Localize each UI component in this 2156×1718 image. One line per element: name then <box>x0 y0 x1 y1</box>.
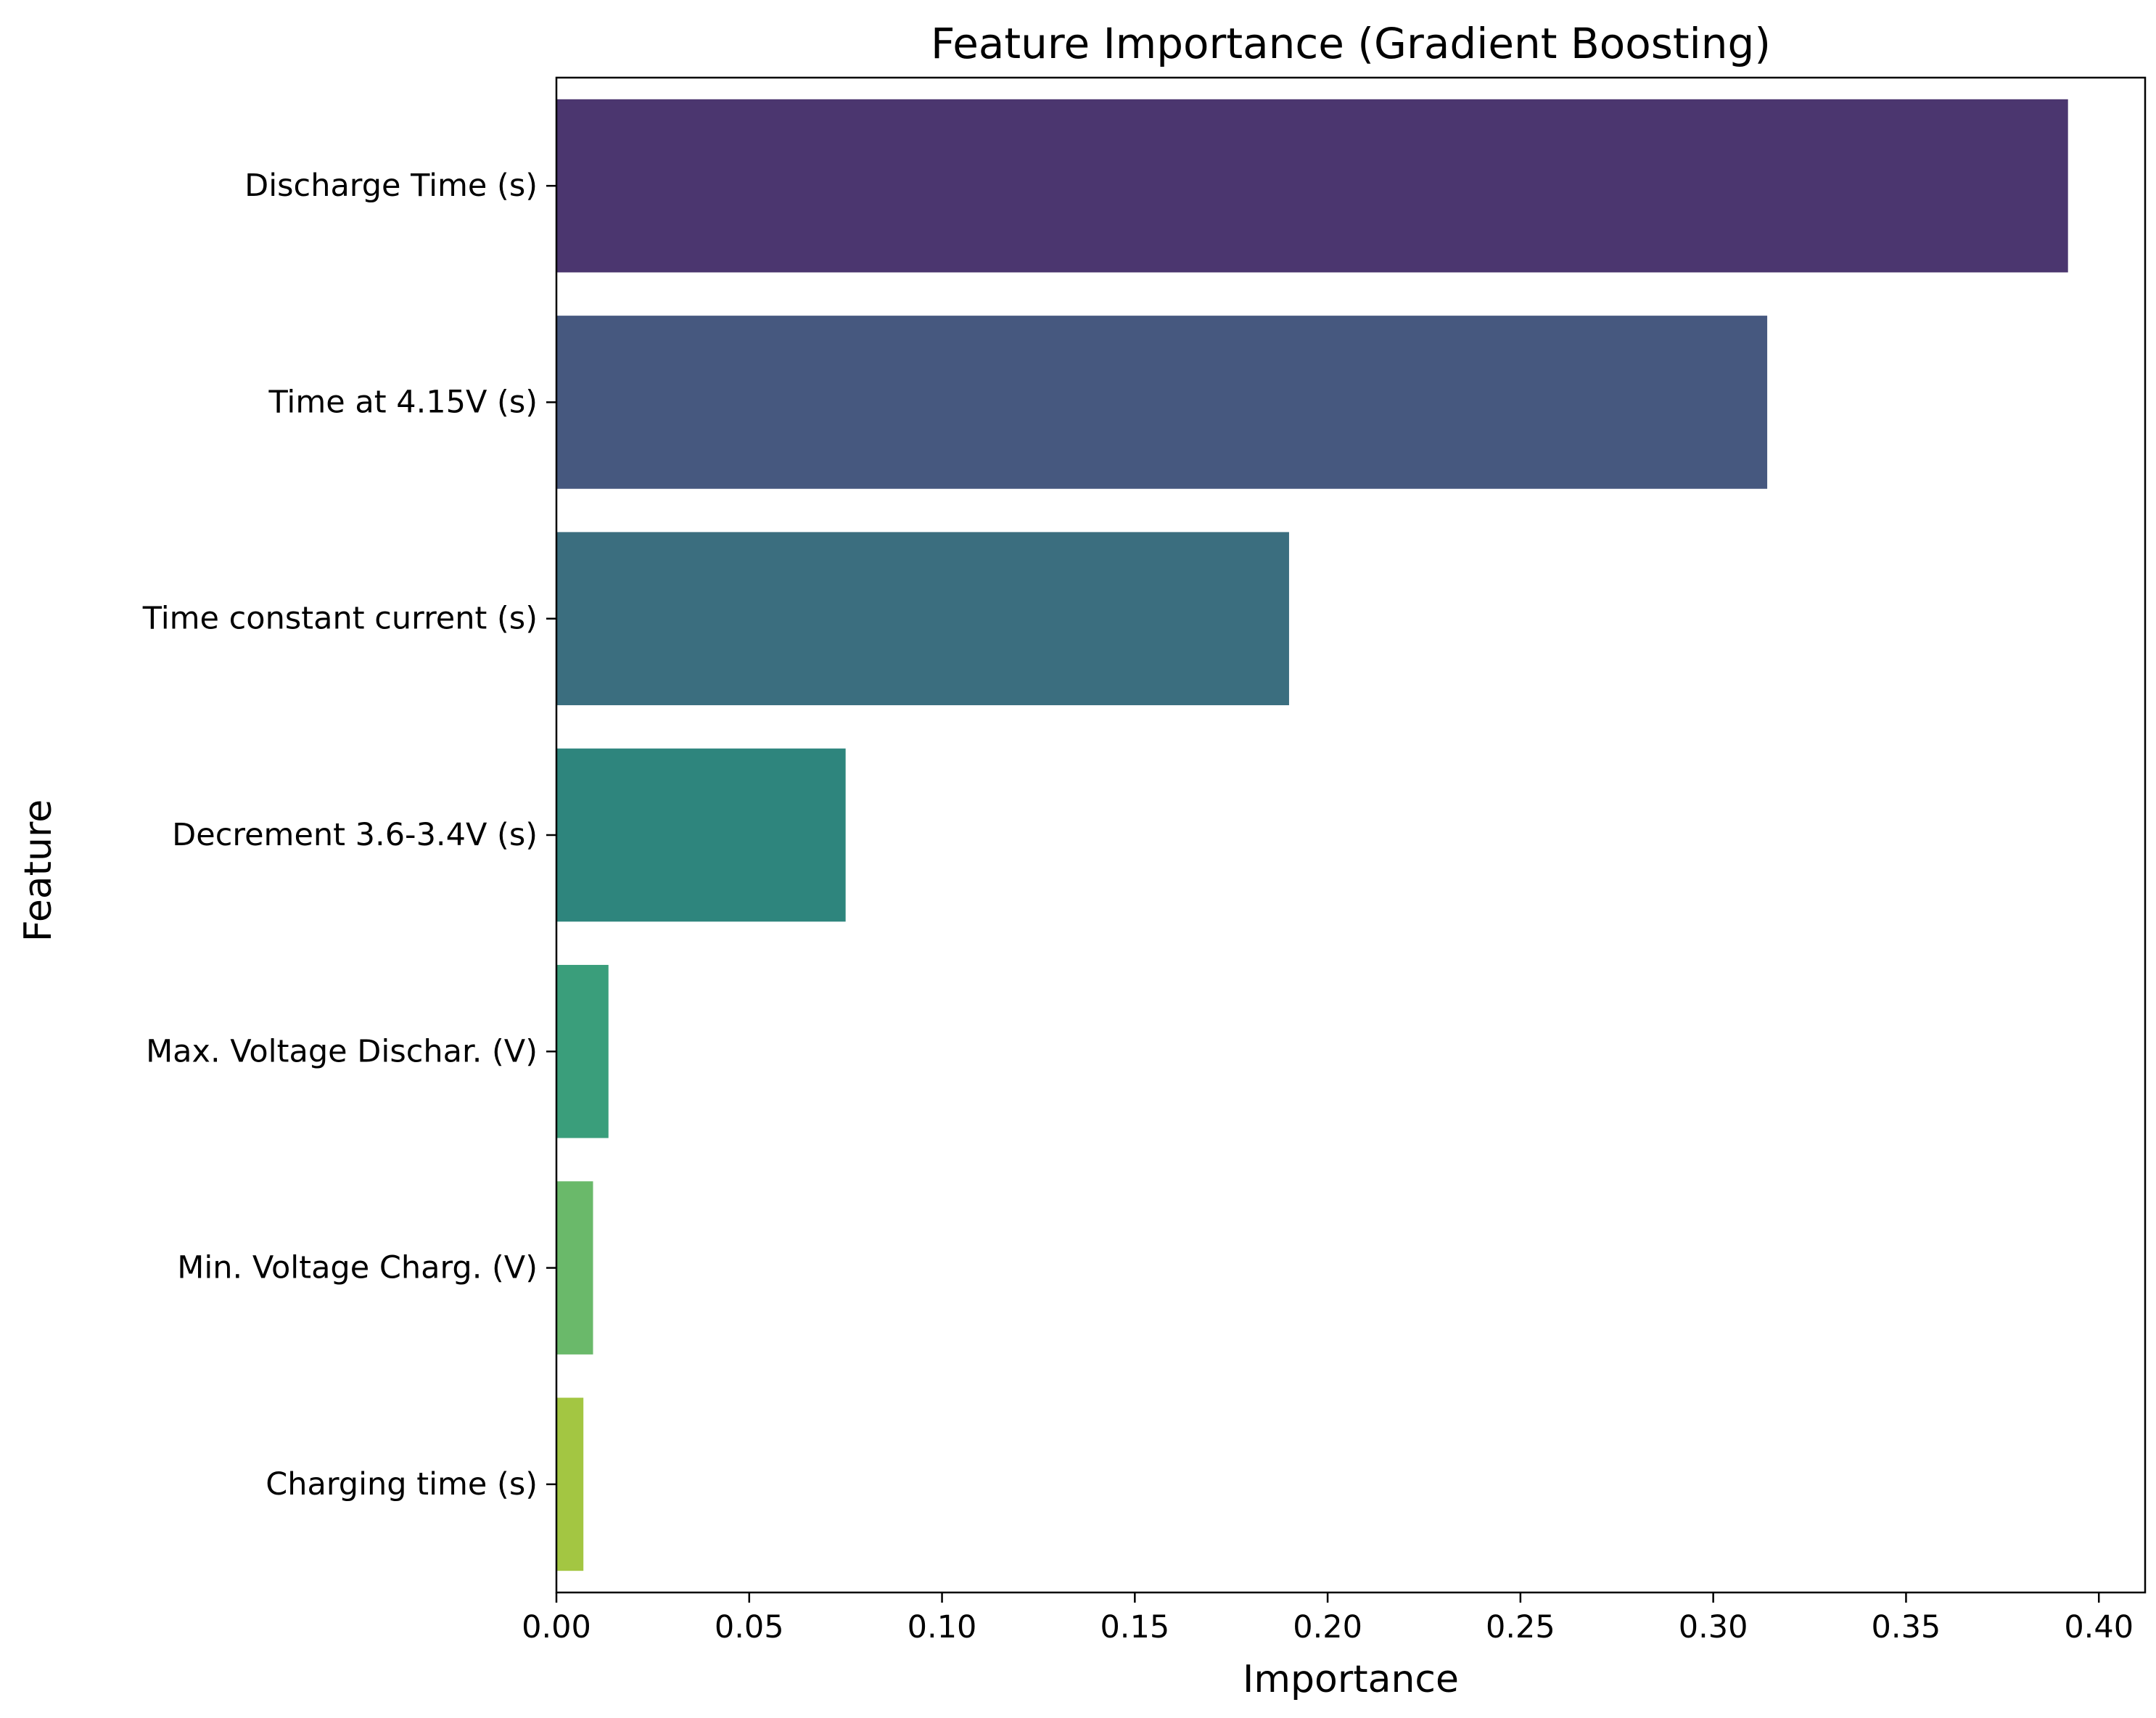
x-tick-label: 0.00 <box>522 1609 591 1645</box>
y-tick-label: Time at 4.15V (s) <box>268 384 538 420</box>
bar-5 <box>556 1181 593 1355</box>
x-tick-label: 0.10 <box>908 1609 977 1645</box>
y-tick-label: Time constant current (s) <box>142 601 538 637</box>
x-axis-ticks: 0.00 0.05 0.10 0.15 0.20 0.25 0.30 0.35 0.40 <box>522 1592 2134 1645</box>
y-tick-label: Charging time (s) <box>266 1466 538 1503</box>
x-tick-label: 0.25 <box>1486 1609 1555 1645</box>
bars-group <box>556 99 2068 1571</box>
plot-frame <box>555 76 2147 1594</box>
bar-2 <box>556 532 1289 706</box>
x-tick-label: 0.15 <box>1100 1609 1169 1645</box>
x-tick-label: 0.05 <box>715 1609 784 1645</box>
x-tick-label: 0.20 <box>1293 1609 1362 1645</box>
bar-3 <box>556 748 846 922</box>
bar-0 <box>556 99 2068 273</box>
y-tick-label: Min. Voltage Charg. (V) <box>177 1250 538 1286</box>
x-tick-label: 0.35 <box>1872 1609 1941 1645</box>
y-axis-ticks: Discharge Time (s) Time at 4.15V (s) Time … <box>142 168 556 1503</box>
x-tick-label: 0.40 <box>2064 1609 2134 1645</box>
y-axis-label: Feature <box>17 800 60 942</box>
y-tick-label: Max. Voltage Dischar. (V) <box>146 1033 538 1069</box>
x-tick-label: 0.30 <box>1679 1609 1748 1645</box>
y-tick-label: Discharge Time (s) <box>244 168 538 204</box>
y-tick-label: Decrement 3.6-3.4V (s) <box>172 817 538 853</box>
chart-title: Feature Importance (Gradient Boosting) <box>931 19 1771 68</box>
bar-4 <box>556 964 609 1138</box>
bar-1 <box>556 316 1768 489</box>
bar-6 <box>556 1397 584 1571</box>
x-axis-label: Importance <box>1243 1658 1459 1701</box>
